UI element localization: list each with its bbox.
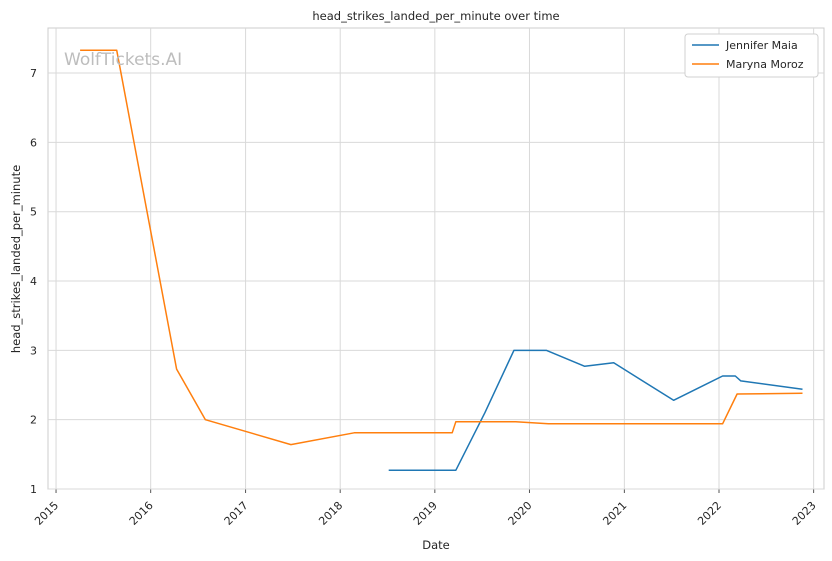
y-tick-label: 5 xyxy=(30,206,37,219)
y-tick-label: 6 xyxy=(30,136,37,149)
chart-title: head_strikes_landed_per_minute over time xyxy=(312,9,559,23)
series-lines xyxy=(80,49,803,472)
x-gridlines xyxy=(55,28,815,493)
y-tick-label: 7 xyxy=(30,67,37,80)
x-axis-title: Date xyxy=(422,538,450,552)
plot-area xyxy=(47,27,825,490)
x-tick-label: 2023 xyxy=(790,499,819,528)
x-tick-label: 2022 xyxy=(695,499,724,528)
y-tick-label: 1 xyxy=(30,483,37,496)
x-tick-label: 2021 xyxy=(600,499,629,528)
x-tick-label: 2018 xyxy=(316,499,345,528)
x-tick-label: 2019 xyxy=(411,499,440,528)
y-tick-labels: 1 2 3 4 5 6 7 xyxy=(30,67,37,496)
y-axis-title: head_strikes_landed_per_minute xyxy=(9,165,23,353)
watermark-text: WolfTickets.AI xyxy=(64,50,182,70)
x-tick-label: 2015 xyxy=(32,499,61,528)
y-tick-label: 2 xyxy=(30,414,37,427)
x-tick-label: 2016 xyxy=(127,499,156,528)
legend-label-jennifer-maia: Jennifer Maia xyxy=(725,39,798,52)
x-tick-label: 2017 xyxy=(222,499,251,528)
legend-label-maryna-moroz: Maryna Moroz xyxy=(726,58,804,71)
legend: Jennifer Maia Maryna Moroz xyxy=(684,33,819,78)
x-tick-labels: 2015 2016 2017 2018 2019 2020 2021 2022 2023 xyxy=(32,499,819,528)
y-tick-label: 3 xyxy=(30,344,37,357)
y-tick-label: 4 xyxy=(30,275,37,288)
series-line-maryna-moroz xyxy=(80,49,803,446)
y-gridlines xyxy=(48,72,824,490)
x-tick-label: 2020 xyxy=(506,499,535,528)
